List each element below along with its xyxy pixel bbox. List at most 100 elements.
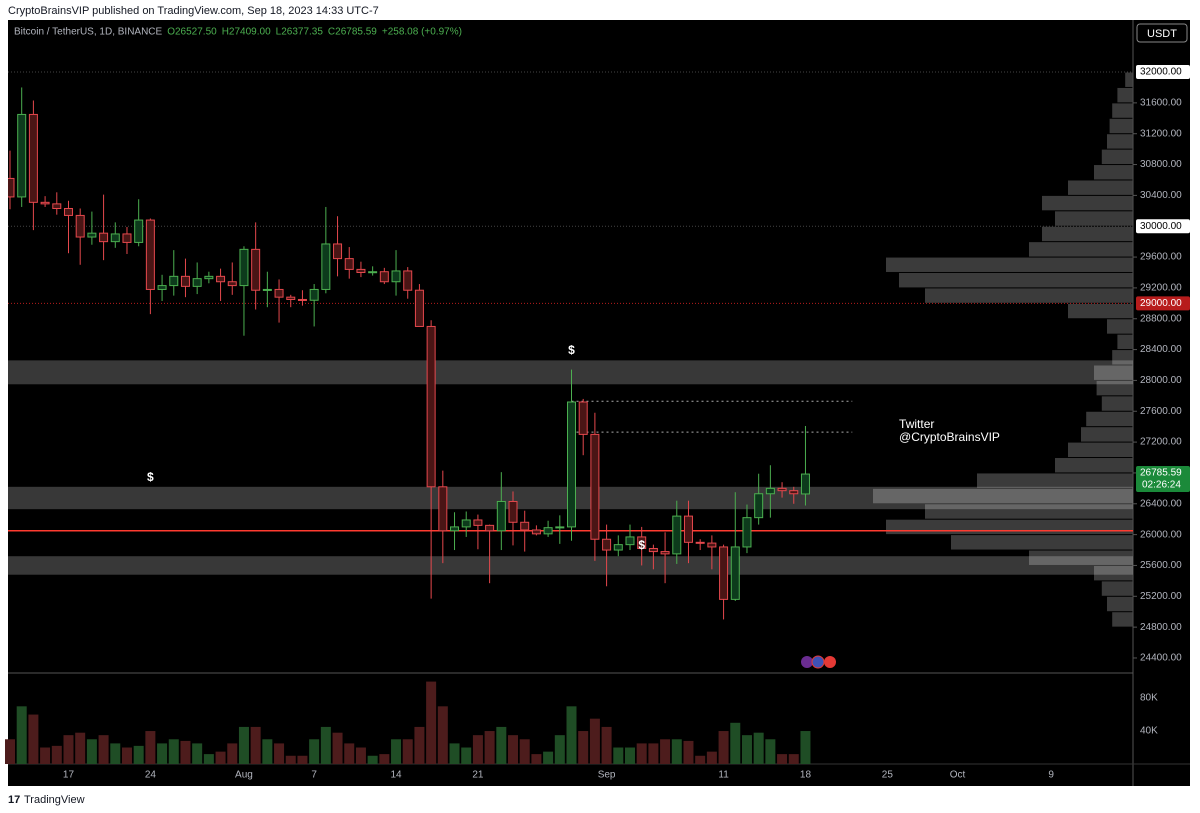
volume-profile-bar (886, 257, 1133, 272)
candle-body (496, 500, 506, 532)
volume-bar (753, 732, 764, 764)
candle-body (520, 521, 530, 531)
volume-bar (554, 735, 565, 764)
price-pane (8, 71, 1133, 627)
last-price-label: 26785.59 (1140, 468, 1182, 479)
countdown-label: 02:26:24 (1142, 480, 1181, 491)
candle-body (777, 487, 787, 492)
volume-bar (718, 731, 729, 764)
candle-body (730, 546, 740, 600)
publisher: CryptoBrainsVIP published on TradingView… (8, 5, 379, 17)
candle-body (590, 433, 600, 540)
event-icons (801, 655, 836, 669)
volume-profile-bar (1081, 427, 1133, 442)
volume-bar (683, 740, 694, 764)
candle-body (473, 519, 483, 526)
candle-body (379, 271, 389, 283)
y-tick-label: 24400.00 (1140, 653, 1182, 664)
candle-body (695, 541, 705, 544)
volume-profile-bar (1094, 165, 1133, 180)
volume-bar (180, 740, 191, 764)
candle-body (543, 527, 553, 535)
volume-profile-bar (951, 535, 1133, 550)
volume-bar (309, 739, 320, 764)
y-tick-label: 24800.00 (1140, 622, 1182, 633)
x-tick-label: 11 (718, 770, 729, 781)
volume-bar (519, 739, 530, 764)
candle-body (297, 298, 307, 301)
volume-bar (741, 735, 752, 764)
volume-bar (262, 739, 273, 764)
volume-bar (788, 754, 799, 764)
volume-profile-bar (1101, 149, 1133, 165)
volume-bar (297, 755, 308, 764)
volume-bar (98, 735, 109, 764)
volume-bar (508, 735, 519, 764)
candle-body (216, 275, 226, 283)
candle-body (52, 203, 62, 209)
y-tick-label: 25200.00 (1140, 591, 1182, 602)
volume-bar (777, 754, 788, 764)
annotation: $ (638, 538, 645, 552)
candle-body (262, 288, 272, 291)
candle-body (286, 296, 296, 300)
candle-body (683, 515, 693, 543)
candle-body (450, 526, 460, 532)
volume-bar (168, 739, 179, 764)
candle-body (321, 243, 331, 290)
volume-profile-bar (1094, 365, 1133, 380)
volume-profile-bar (1068, 180, 1133, 195)
candle-body (567, 401, 576, 528)
candle-body (660, 551, 670, 555)
volume-bar (730, 722, 741, 764)
volume-bar (695, 755, 706, 764)
volume-bar (613, 747, 624, 764)
volume-bar (355, 747, 366, 764)
candle-body (414, 289, 424, 327)
x-tick-label: 17 (63, 770, 75, 781)
candle-body (122, 233, 132, 243)
candle-body (578, 401, 588, 435)
y-tick-label: 29200.00 (1140, 283, 1182, 294)
volume-profile-bar (1068, 303, 1133, 319)
volume-profile-bar (1101, 581, 1133, 596)
volume-profile-bar (1096, 380, 1133, 396)
volume-bar (800, 731, 811, 764)
volume-profile-bar (1101, 396, 1133, 411)
legend-change: +258.08 (+0.97%) (382, 27, 462, 38)
volume-profile-bar (925, 504, 1133, 519)
currency-box (1136, 23, 1188, 43)
candle-body (426, 325, 436, 488)
volume-bar (5, 739, 15, 764)
y-tick-label: 30800.00 (1140, 159, 1182, 170)
y-tick-label: 31600.00 (1140, 98, 1182, 109)
volume-profile-bar (1029, 242, 1133, 257)
y-tick-label: 26400.00 (1140, 498, 1182, 509)
volume-tick-label: 80K (1140, 693, 1158, 704)
candle-body (438, 486, 448, 532)
candle-body (309, 288, 319, 301)
volume-bar (227, 743, 238, 764)
candle-body (180, 275, 190, 287)
candle-body (134, 219, 144, 243)
volume-bar (16, 706, 27, 764)
volume-profile-bar (1094, 565, 1133, 581)
volume-bar (121, 747, 132, 764)
volume-bar (320, 726, 331, 764)
candle-body (789, 490, 799, 495)
volume-profile-bar (1068, 442, 1133, 458)
volume-bar (344, 743, 355, 764)
annotation: Twitter (899, 417, 934, 431)
volume-bar (63, 735, 74, 764)
volume-bar (426, 681, 437, 764)
volume-profile-bar (977, 473, 1133, 488)
level-label: 32000.00 (1140, 67, 1182, 78)
volume-bar (496, 726, 507, 764)
candle-body (28, 113, 38, 203)
candle-body (742, 517, 752, 548)
volume-profile-bar (1042, 195, 1133, 211)
x-tick-label: 24 (145, 770, 157, 781)
candle-body (99, 232, 109, 243)
candle-body (637, 536, 647, 549)
